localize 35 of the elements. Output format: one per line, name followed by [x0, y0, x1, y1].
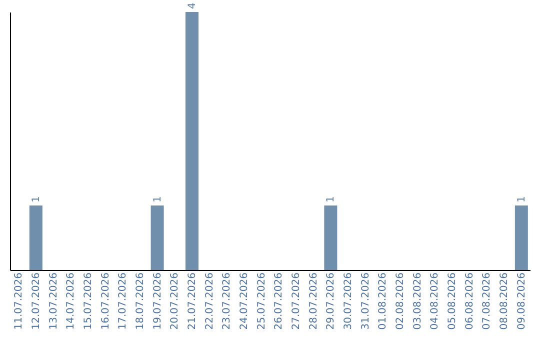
x-tick-label: 23.07.2026	[222, 272, 233, 330]
x-tick-label: 09.08.2026	[516, 272, 528, 330]
x-tick-label: 06.08.2026	[464, 272, 476, 330]
x-tick-label: 27.07.2026	[291, 272, 302, 330]
x-tick-label: 13.07.2026	[48, 272, 60, 330]
x-tick-label: 14.07.2026	[66, 272, 77, 330]
x-tick-label: 22.07.2026	[204, 272, 216, 330]
x-tick-label: 07.08.2026	[482, 272, 493, 330]
x-tick-label: 16.07.2026	[100, 272, 112, 330]
data-label: 1	[516, 196, 528, 202]
x-tick-label: 15.07.2026	[82, 272, 94, 330]
x-tick-label: 03.08.2026	[412, 272, 424, 330]
x-tick-label: 05.08.2026	[447, 272, 458, 330]
data-label: 1	[30, 196, 42, 202]
x-tick-label: 08.08.2026	[499, 272, 510, 330]
x-tick-label: 11.07.2026	[14, 272, 25, 330]
x-tick-label: 17.07.2026	[118, 272, 129, 330]
data-label: 1	[152, 196, 164, 202]
x-tick-label: 26.07.2026	[274, 272, 285, 330]
x-tick-label: 02.08.2026	[395, 272, 406, 330]
x-tick-label: 30.07.2026	[343, 272, 354, 330]
x-tick-label: 12.07.2026	[30, 272, 42, 330]
x-tick-label: 04.08.2026	[430, 272, 441, 330]
x-tick-label: 25.07.2026	[256, 272, 268, 330]
x-tick-label: 29.07.2026	[326, 272, 337, 330]
x-tick-label: 31.07.2026	[360, 272, 372, 330]
x-tick-label: 18.07.2026	[134, 272, 146, 330]
x-tick-label: 19.07.2026	[152, 272, 164, 330]
x-tick-label: 01.08.2026	[378, 272, 389, 330]
x-tick-label: 24.07.2026	[238, 272, 250, 330]
x-tick-label: 21.07.2026	[186, 272, 198, 330]
x-tick-label: 20.07.2026	[170, 272, 181, 330]
x-tick-label: 28.07.2026	[308, 272, 320, 330]
data-label: 1	[326, 196, 337, 202]
data-label: 4	[186, 2, 198, 9]
